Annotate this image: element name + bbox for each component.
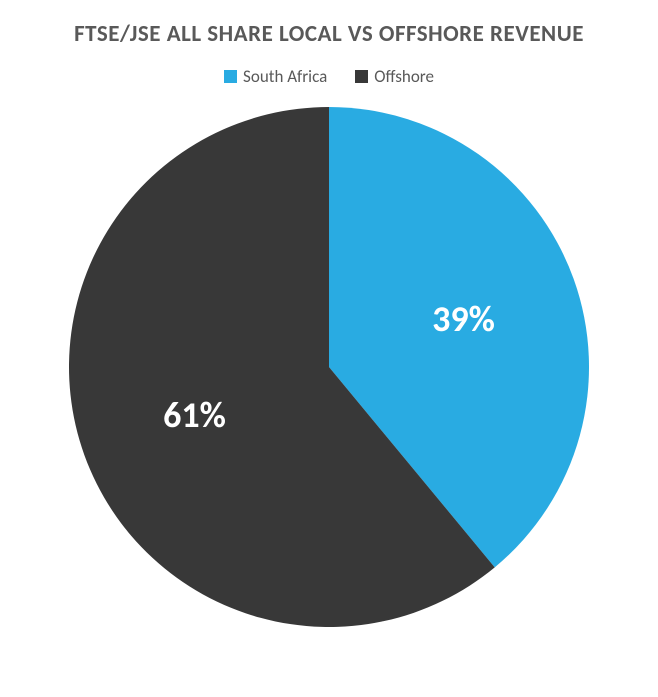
legend-swatch [355,70,368,83]
legend-item: South Africa [224,66,327,87]
legend-item: Offshore [355,66,434,87]
legend-label: South Africa [243,66,327,87]
pie-chart: FTSE/JSE ALL SHARE LOCAL VS OFFSHORE REV… [10,20,648,677]
chart-title: FTSE/JSE ALL SHARE LOCAL VS OFFSHORE REV… [74,20,584,48]
pie-plot-area: 39% 61% [69,107,589,627]
legend-swatch [224,70,237,83]
slice-value-label: 39% [432,297,495,341]
chart-legend: South Africa Offshore [224,66,434,87]
legend-label: Offshore [374,66,434,87]
slice-value-label: 61% [163,393,226,437]
pie-svg [69,107,589,627]
